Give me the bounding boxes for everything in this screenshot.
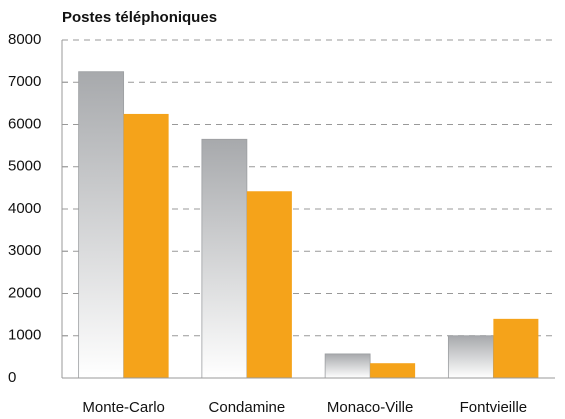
x-tick-label: Monte-Carlo: [82, 399, 165, 416]
bar: [324, 353, 371, 379]
y-tick-label: 4000: [8, 200, 41, 217]
bar: [78, 71, 125, 379]
y-tick-label: 2000: [8, 284, 41, 301]
y-tick-label: 0: [8, 369, 16, 386]
bar: [447, 335, 494, 379]
y-tick-label: 1000: [8, 327, 41, 344]
y-tick-label: 6000: [8, 115, 41, 132]
y-tick-label: 8000: [8, 31, 41, 48]
bar: [246, 191, 292, 378]
chart-title: Postes téléphoniques: [62, 9, 217, 26]
y-tick-label: 3000: [8, 242, 41, 259]
bar: [493, 318, 539, 378]
bar: [123, 113, 169, 378]
x-tick-label: Condamine: [209, 399, 286, 416]
bar: [201, 138, 248, 379]
bar: [370, 363, 416, 378]
x-tick-label: Fontvieille: [460, 399, 528, 416]
y-tick-label: 5000: [8, 158, 41, 175]
x-tick-label: Monaco-Ville: [327, 399, 413, 416]
y-tick-label: 7000: [8, 73, 41, 90]
